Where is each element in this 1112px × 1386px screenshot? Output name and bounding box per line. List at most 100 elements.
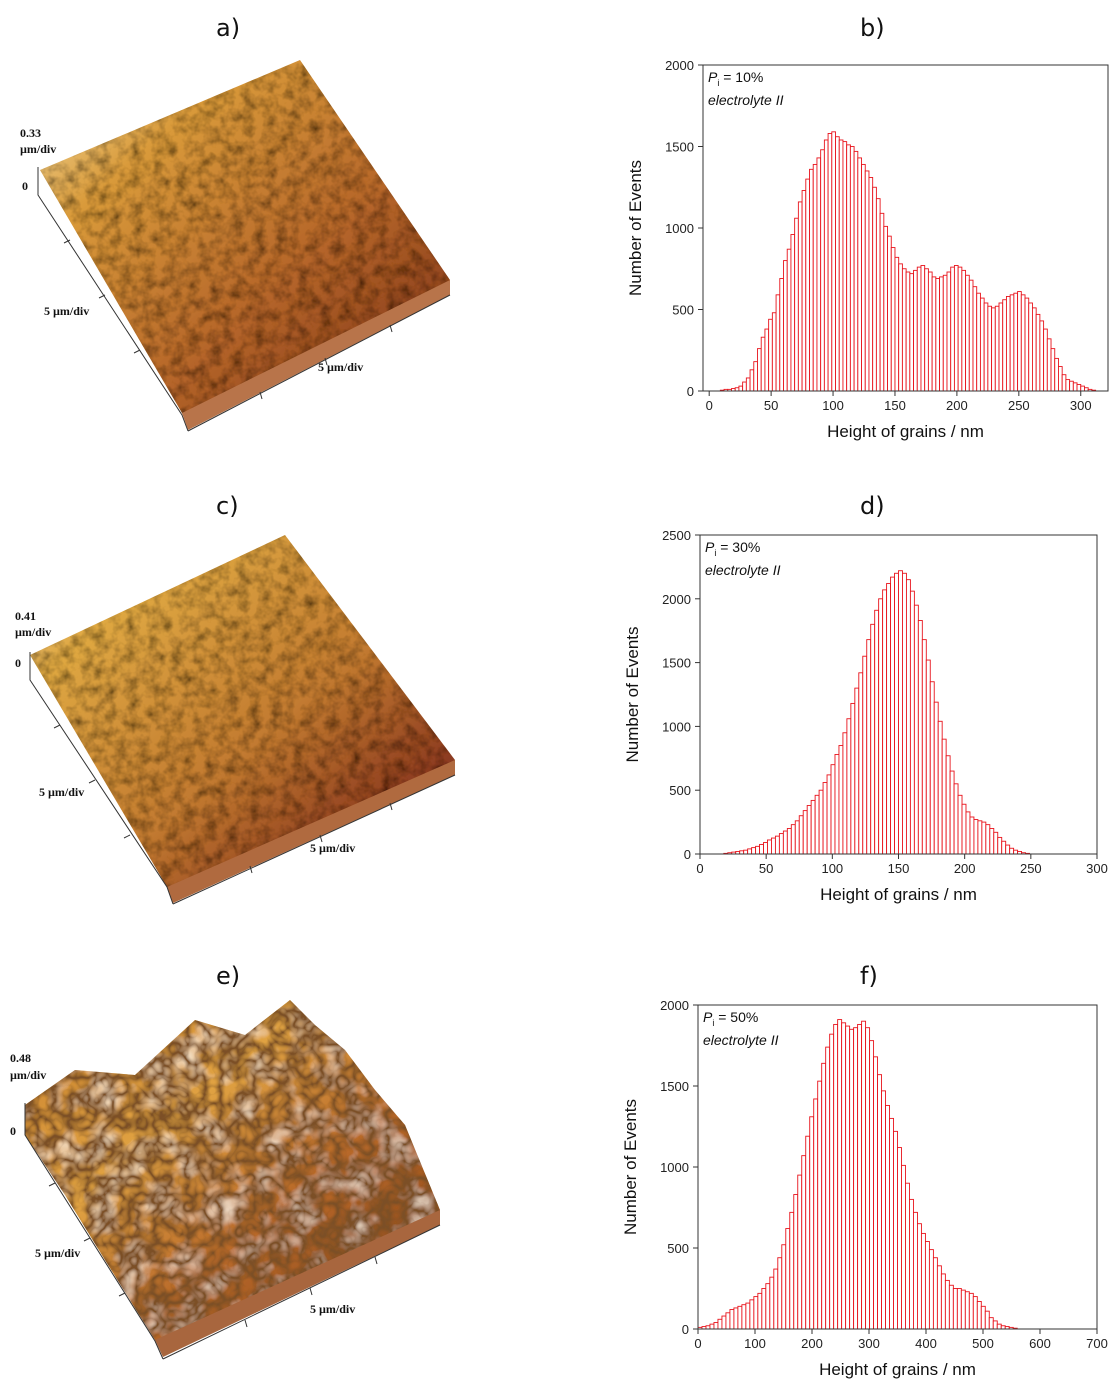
bar bbox=[849, 1028, 855, 1330]
bar bbox=[826, 774, 832, 855]
bar bbox=[1017, 291, 1022, 392]
bar bbox=[858, 672, 864, 855]
bar bbox=[961, 803, 967, 855]
annotation-line1-b: Pi = 10% bbox=[708, 69, 763, 88]
bar bbox=[877, 1074, 882, 1330]
afm-zero-c: 0 bbox=[15, 656, 21, 670]
bar bbox=[785, 1228, 791, 1330]
bar bbox=[773, 1268, 779, 1330]
y-tick-label: 0 bbox=[684, 847, 691, 862]
annotation-value: = 30% bbox=[716, 539, 760, 555]
bar bbox=[980, 1305, 986, 1330]
bar bbox=[968, 279, 974, 392]
bar bbox=[781, 1244, 787, 1330]
bar bbox=[885, 1104, 890, 1330]
bar bbox=[729, 1309, 735, 1330]
bar bbox=[1050, 348, 1056, 392]
y-axis-title-b: Number of Events bbox=[626, 160, 645, 296]
y-tick-label: 500 bbox=[672, 303, 694, 318]
bar bbox=[1005, 844, 1011, 855]
bar bbox=[849, 146, 855, 392]
afm-image-e: 0.48 µm/div 0 5 µm/div 5 µm/div bbox=[10, 1000, 441, 1360]
bar bbox=[749, 1299, 755, 1330]
bar bbox=[709, 1323, 715, 1330]
bar bbox=[717, 1318, 723, 1330]
bar bbox=[931, 276, 937, 392]
chart-b: 0 50 100 150 200 250 300 0 500 1000 1500 2000 Height… bbox=[626, 58, 1109, 441]
bar bbox=[801, 1155, 807, 1330]
bar bbox=[935, 278, 941, 392]
x-axis-title-f: Height of grains / nm bbox=[819, 1360, 976, 1379]
annotation-subscript: i bbox=[714, 548, 716, 558]
bar bbox=[894, 256, 900, 392]
x-tick-label: 100 bbox=[744, 1336, 766, 1351]
bar bbox=[953, 783, 959, 855]
annotation-line1-d: Pi = 30% bbox=[705, 539, 760, 558]
bars-f bbox=[697, 1019, 1018, 1330]
annotation-subscript: i bbox=[717, 78, 719, 88]
bar bbox=[765, 1283, 771, 1330]
afm-z-scale-e: 0.48 bbox=[10, 1051, 31, 1065]
bar bbox=[1076, 384, 1082, 392]
y-tick-label: 2500 bbox=[662, 528, 691, 543]
bar bbox=[857, 157, 862, 392]
bar bbox=[992, 1320, 998, 1330]
bar bbox=[821, 1062, 827, 1330]
y-tick-label: 1000 bbox=[665, 221, 694, 236]
y-axis-title-d: Number of Events bbox=[623, 626, 642, 762]
x-tick-label: 150 bbox=[888, 861, 910, 876]
bar bbox=[901, 1164, 906, 1330]
bar bbox=[984, 1310, 990, 1330]
bar bbox=[725, 1312, 731, 1330]
bar bbox=[786, 248, 792, 392]
y-tick-label: 1500 bbox=[660, 1079, 689, 1094]
afm-xy-right-e: 5 µm/div bbox=[310, 1302, 355, 1316]
bar bbox=[889, 1117, 894, 1330]
afm-xy-right-a: 5 µm/div bbox=[318, 360, 363, 374]
bar bbox=[1005, 296, 1011, 392]
bar bbox=[805, 1135, 811, 1330]
afm-image-a: 0.33 µm/div 0 5 µm/div 5 µm/div bbox=[20, 60, 451, 432]
afm-xy-left-e: 5 µm/div bbox=[35, 1246, 80, 1260]
bar bbox=[1054, 357, 1059, 392]
bar bbox=[747, 848, 753, 855]
bar bbox=[1069, 380, 1074, 392]
bar bbox=[878, 598, 884, 855]
panel-label-e: e) bbox=[216, 962, 241, 990]
bar bbox=[835, 136, 840, 392]
bar bbox=[985, 824, 991, 855]
bar bbox=[745, 1302, 751, 1330]
bar bbox=[779, 278, 784, 392]
afm-z-scale-c: 0.41 bbox=[15, 609, 36, 623]
bar bbox=[768, 318, 773, 392]
bar bbox=[945, 755, 951, 855]
bar bbox=[838, 745, 844, 855]
bar bbox=[874, 609, 880, 855]
bar bbox=[905, 271, 911, 392]
bar bbox=[933, 701, 939, 855]
bar bbox=[998, 302, 1004, 392]
bar bbox=[957, 266, 963, 392]
y-tick-label: 1000 bbox=[662, 719, 691, 734]
x-tick-label: 0 bbox=[694, 1336, 701, 1351]
afm-image-c: 0.41 µm/div 0 5 µm/div 5 µm/div bbox=[15, 535, 456, 905]
bar bbox=[713, 1322, 719, 1330]
bar bbox=[882, 589, 888, 855]
x-tick-label: 400 bbox=[915, 1336, 937, 1351]
bar bbox=[1058, 366, 1063, 392]
x-tick-label: 100 bbox=[822, 398, 844, 413]
bar bbox=[1039, 320, 1045, 392]
y-tick-label: 1500 bbox=[662, 656, 691, 671]
bar bbox=[845, 1025, 851, 1330]
bar bbox=[775, 294, 781, 392]
bar bbox=[937, 720, 943, 855]
bar bbox=[809, 168, 814, 392]
bar bbox=[790, 824, 796, 855]
bar bbox=[820, 149, 825, 392]
bar bbox=[764, 328, 770, 392]
bar bbox=[1043, 328, 1048, 392]
panel-label-a: a) bbox=[216, 14, 241, 42]
y-tick-label: 0 bbox=[682, 1322, 689, 1337]
x-tick-label: 250 bbox=[1008, 398, 1030, 413]
bars-d bbox=[723, 570, 1030, 855]
